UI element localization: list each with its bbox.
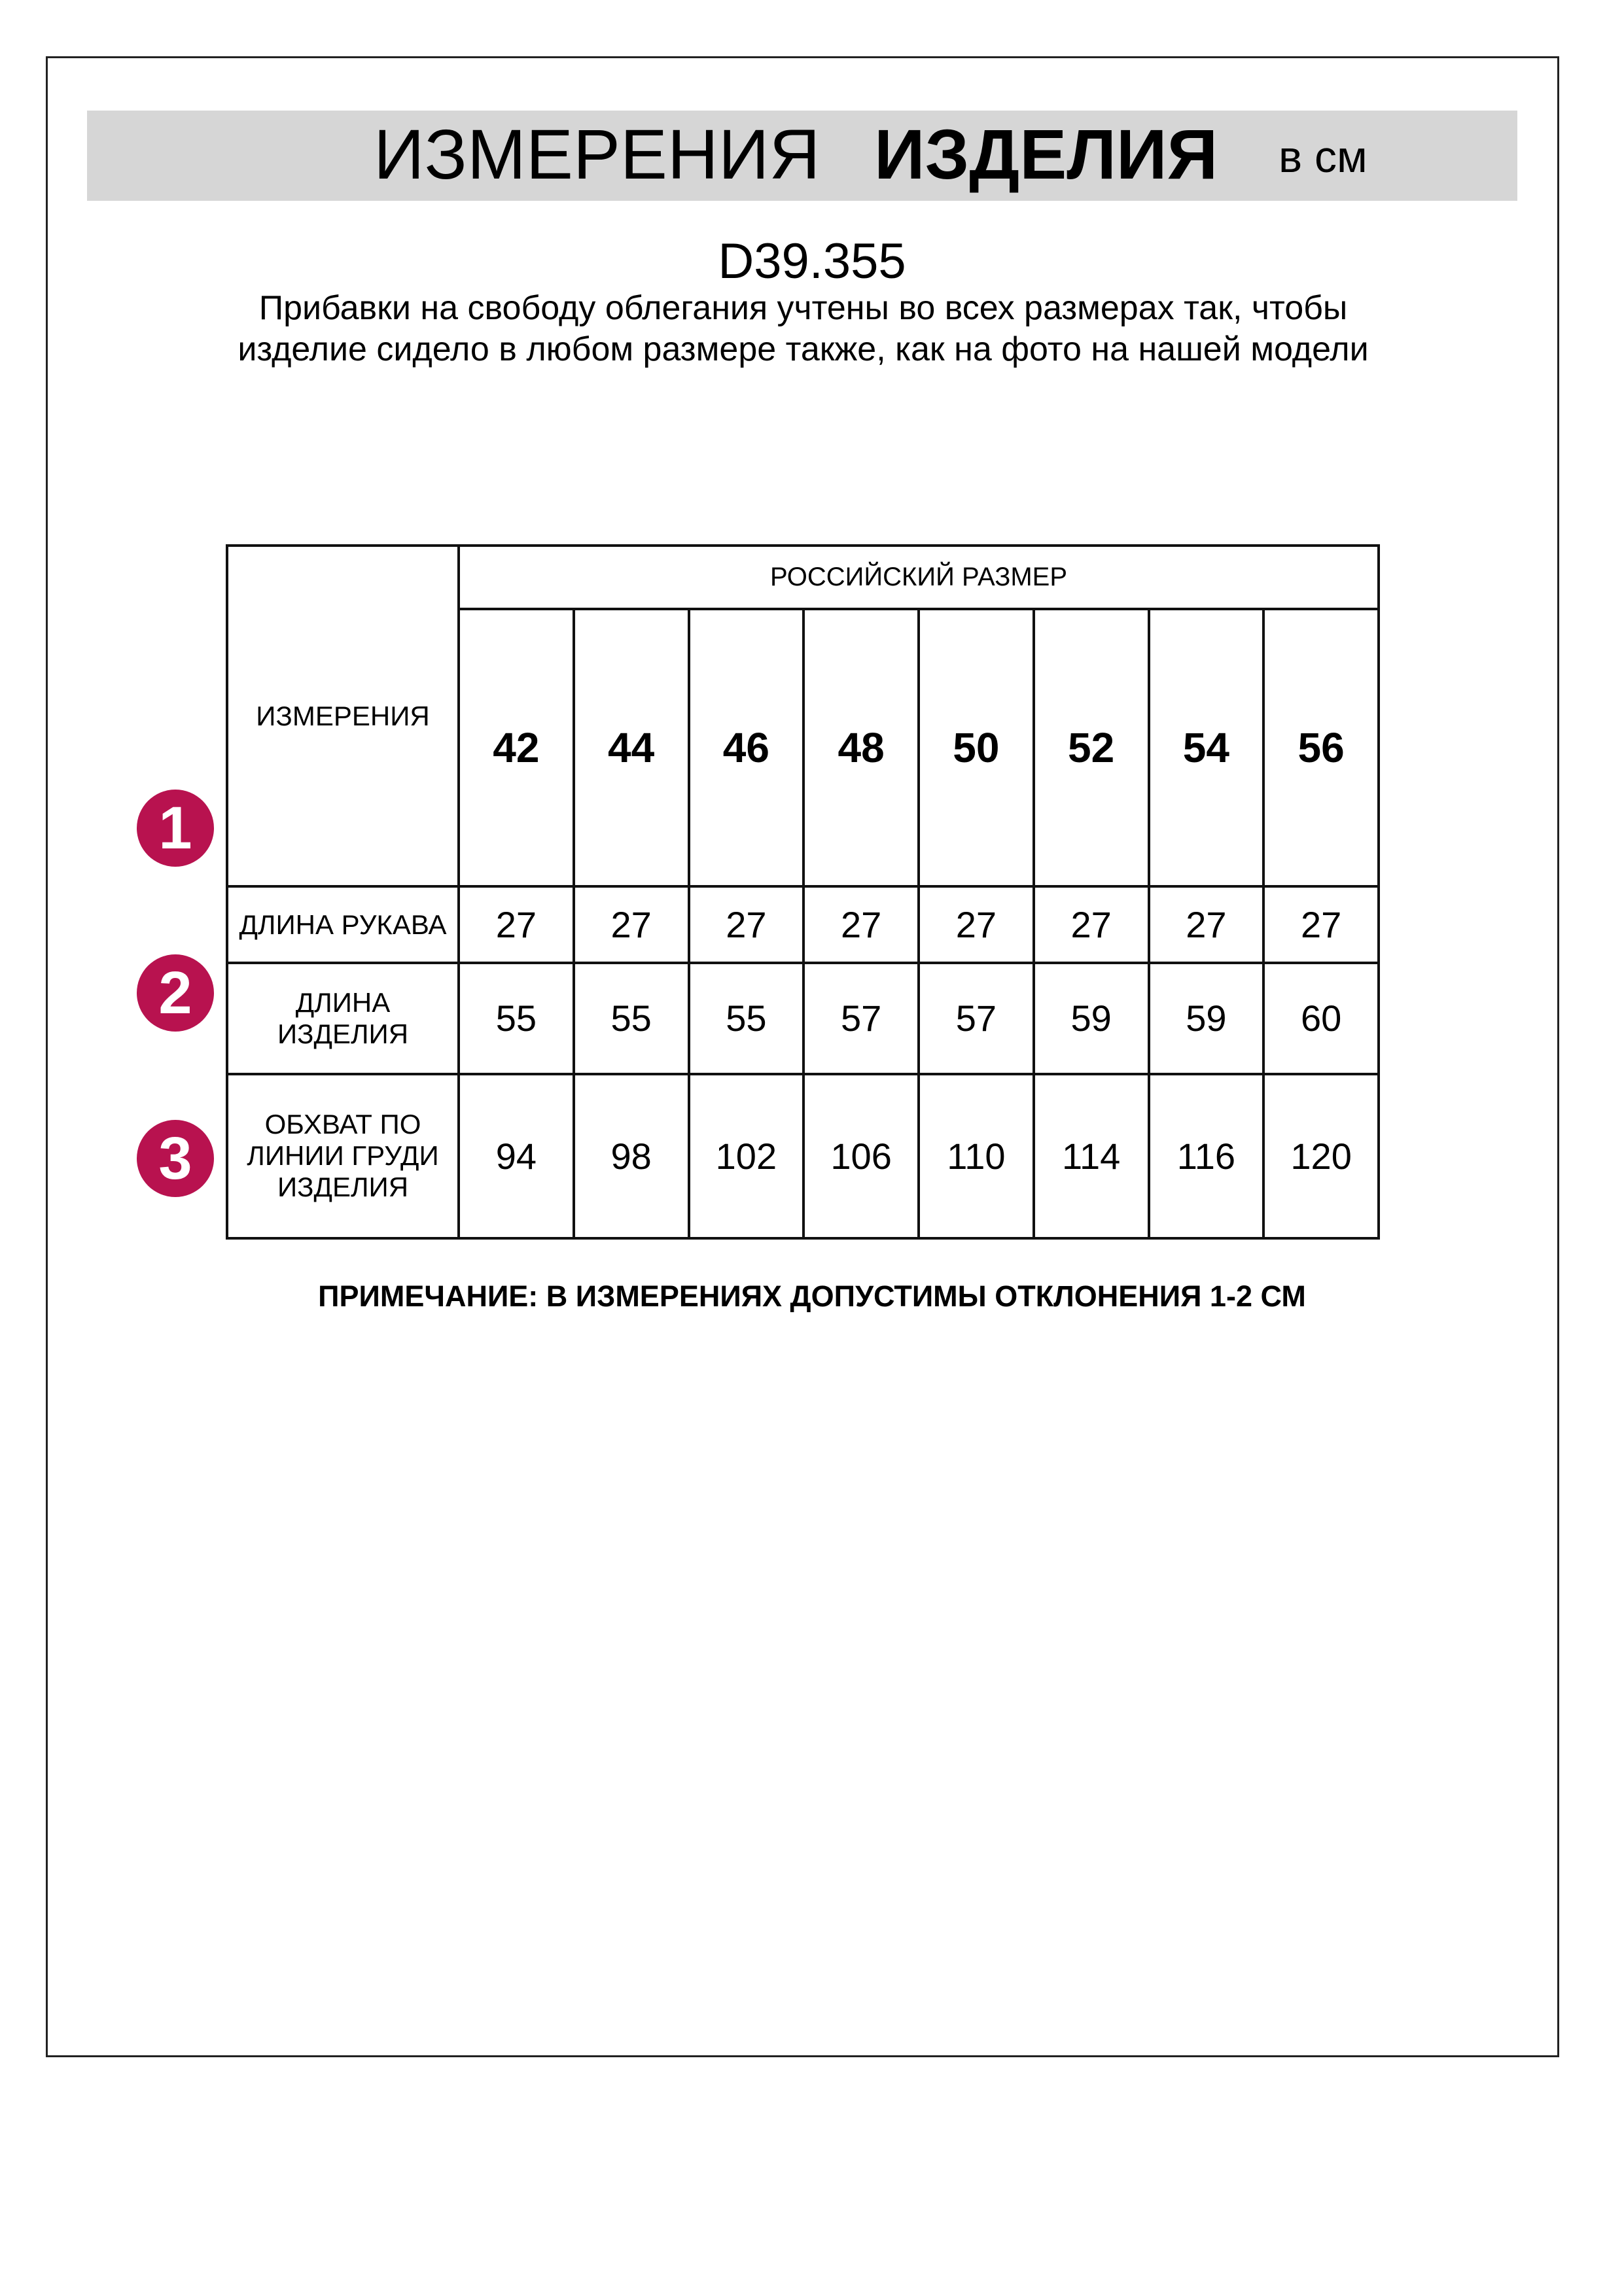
size-header: 46 <box>687 607 805 888</box>
measurement-value: 59 <box>1147 962 1265 1075</box>
measurement-label: ДЛИНА ИЗДЕЛИЯ <box>226 962 460 1075</box>
size-header: 42 <box>457 607 575 888</box>
size-table: ИЗМЕРЕНИЯ РОССИЙСКИЙ РАЗМЕР 42 44 46 48 50 52… <box>226 544 1380 1240</box>
corner-label: ИЗМЕРЕНИЯ <box>226 544 460 888</box>
measurement-value: 102 <box>687 1072 805 1240</box>
row-number-badge: 2 <box>137 954 214 1032</box>
measurement-value: 55 <box>457 962 575 1075</box>
title-regular: ИЗМЕРЕНИЯ <box>374 114 821 194</box>
measurement-value: 116 <box>1147 1072 1265 1240</box>
size-header: 44 <box>572 607 690 888</box>
table-row: ДЛИНА ИЗДЕЛИЯ 55 55 55 57 57 59 59 60 <box>226 962 1380 1075</box>
description: Прибавки на свободу облегания учтены во … <box>238 289 1369 368</box>
page-frame <box>46 56 1559 2057</box>
title-bold: ИЗДЕЛИЯ <box>874 114 1218 194</box>
size-header: 56 <box>1262 607 1380 888</box>
measurement-value: 27 <box>1032 884 1150 965</box>
measurement-value: 106 <box>802 1072 920 1240</box>
row-number-badge: 1 <box>137 790 214 867</box>
note: ПРИМЕЧАНИЕ: В ИЗМЕРЕНИЯХ ДОПУСТИМЫ ОТКЛО… <box>318 1279 1306 1313</box>
measurement-value: 55 <box>687 962 805 1075</box>
size-header: 54 <box>1147 607 1265 888</box>
measurement-value: 110 <box>917 1072 1035 1240</box>
measurement-value: 27 <box>572 884 690 965</box>
group-header: РОССИЙСКИЙ РАЗМЕР <box>457 544 1380 610</box>
measurement-value: 27 <box>457 884 575 965</box>
measurement-value: 94 <box>457 1072 575 1240</box>
measurement-label: ДЛИНА РУКАВА <box>226 884 460 965</box>
row-number-badge: 3 <box>137 1120 214 1197</box>
measurement-value: 27 <box>917 884 1035 965</box>
measurement-value: 120 <box>1262 1072 1380 1240</box>
measurement-value: 27 <box>802 884 920 965</box>
title-unit: в см <box>1279 132 1368 182</box>
measurement-value: 57 <box>917 962 1035 1075</box>
size-header: 52 <box>1032 607 1150 888</box>
measurement-value: 55 <box>572 962 690 1075</box>
measurement-value: 27 <box>1147 884 1265 965</box>
title-band <box>87 111 1517 201</box>
measurement-value: 59 <box>1032 962 1150 1075</box>
measurement-value: 27 <box>1262 884 1380 965</box>
measurement-value: 60 <box>1262 962 1380 1075</box>
table-row: ДЛИНА РУКАВА 27 27 27 27 27 27 27 27 <box>226 884 1380 965</box>
measurement-value: 98 <box>572 1072 690 1240</box>
product-code: D39.355 <box>718 234 906 289</box>
table-row: ОБХВАТ ПО ЛИНИИ ГРУДИ ИЗДЕЛИЯ 94 98 102 106 1… <box>226 1072 1380 1240</box>
size-header: 48 <box>802 607 920 888</box>
measurement-value: 27 <box>687 884 805 965</box>
measurement-value: 114 <box>1032 1072 1150 1240</box>
size-header: 50 <box>917 607 1035 888</box>
measurement-value: 57 <box>802 962 920 1075</box>
measurement-label: ОБХВАТ ПО ЛИНИИ ГРУДИ ИЗДЕЛИЯ <box>226 1072 460 1240</box>
